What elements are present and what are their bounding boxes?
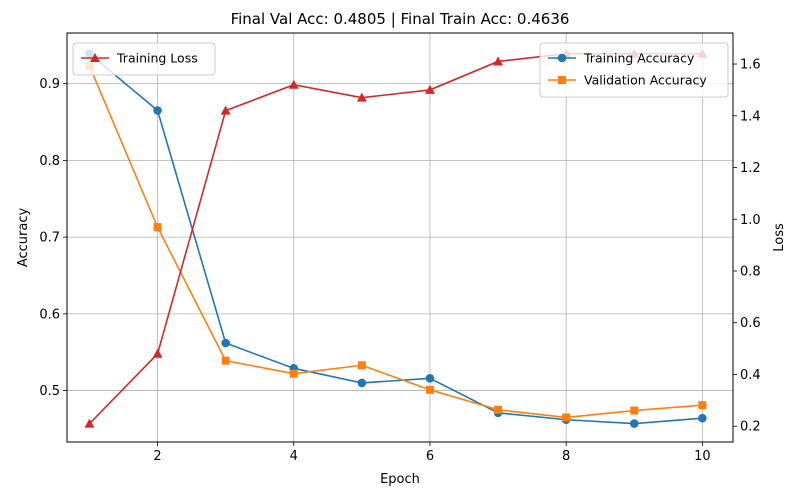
x-tick-label: 8 <box>562 449 570 464</box>
training-loss-legend-label: Training Loss <box>116 51 198 66</box>
training-accuracy-legend-label: Training Accuracy <box>583 51 695 66</box>
legend-accuracy: Training Accuracy Validation Accuracy <box>539 42 729 98</box>
training-loss-point <box>220 105 231 115</box>
validation-accuracy-legend-marker <box>558 76 566 84</box>
validation-accuracy-line <box>88 65 703 419</box>
training-accuracy-line <box>88 53 703 425</box>
x-tick-label: 10 <box>694 449 711 464</box>
y-right-tick-label: 1.4 <box>740 109 761 124</box>
series-layer <box>84 48 708 428</box>
training-loss-point <box>84 418 95 428</box>
y-right-tick-label: 1.2 <box>740 161 761 176</box>
y-left-tick-label: 0.6 <box>39 307 60 322</box>
training-accuracy-point <box>629 419 639 428</box>
legend-accuracy-box <box>539 42 729 98</box>
validation-accuracy-point <box>630 406 639 415</box>
validation-accuracy-legend-label: Validation Accuracy <box>584 73 707 88</box>
legend-loss-box <box>72 42 216 76</box>
validation-accuracy-point <box>425 385 434 394</box>
training-loss-point <box>152 348 163 358</box>
x-tick-label: 6 <box>426 449 434 464</box>
y-right-tick-label: 0.2 <box>740 420 761 435</box>
y-right-tick-label: 1.0 <box>740 213 761 228</box>
training-accuracy-point <box>698 413 707 423</box>
validation-accuracy-point <box>221 356 230 365</box>
chart-title: Final Val Acc: 0.4805 | Final Train Acc:… <box>231 10 570 28</box>
training-accuracy-point <box>221 338 230 348</box>
training-loss-point <box>424 84 435 94</box>
validation-accuracy-point <box>494 405 503 414</box>
validation-accuracy-point <box>289 369 298 378</box>
legend-layer: Training Loss Training Accuracy Validation… <box>72 42 729 98</box>
y-right-tick-label: 0.6 <box>740 316 761 331</box>
training-accuracy-point <box>357 378 367 388</box>
y-right-tick-label: 0.8 <box>740 265 761 280</box>
training-accuracy-legend-marker <box>557 53 567 63</box>
axes-layer: 2 4 6 8 10 0.5 0.6 0.7 0.8 0.9 0.2 0.4 0.6 0.8 1.0 1.2 1… <box>39 58 760 464</box>
x-axis-label: Epoch <box>380 472 420 487</box>
x-tick-label: 4 <box>290 449 298 464</box>
y-right-tick-label: 0.4 <box>740 368 761 383</box>
training-loss-point <box>493 56 504 66</box>
validation-accuracy-point <box>153 223 162 232</box>
y-left-tick-label: 0.9 <box>39 77 60 92</box>
y-left-tick-label: 0.7 <box>39 231 60 246</box>
training-loss-line <box>88 52 703 425</box>
x-tick-label: 2 <box>153 449 161 464</box>
training-loss-point <box>356 92 367 102</box>
validation-accuracy-point <box>562 413 571 422</box>
training-accuracy-point <box>425 374 435 383</box>
training-accuracy-point <box>153 106 162 115</box>
legend-loss: Training Loss <box>72 42 216 76</box>
y-axis-right-label: Loss <box>772 223 787 252</box>
y-left-tick-label: 0.8 <box>39 154 60 169</box>
training-loss-point <box>288 79 299 89</box>
validation-accuracy-point <box>357 361 366 370</box>
training-loss-legend-marker <box>90 53 100 62</box>
y-right-tick-label: 1.6 <box>740 58 761 73</box>
validation-accuracy-point <box>698 401 707 410</box>
y-left-tick-label: 0.5 <box>39 384 60 399</box>
y-axis-left-label: Accuracy <box>16 208 31 268</box>
